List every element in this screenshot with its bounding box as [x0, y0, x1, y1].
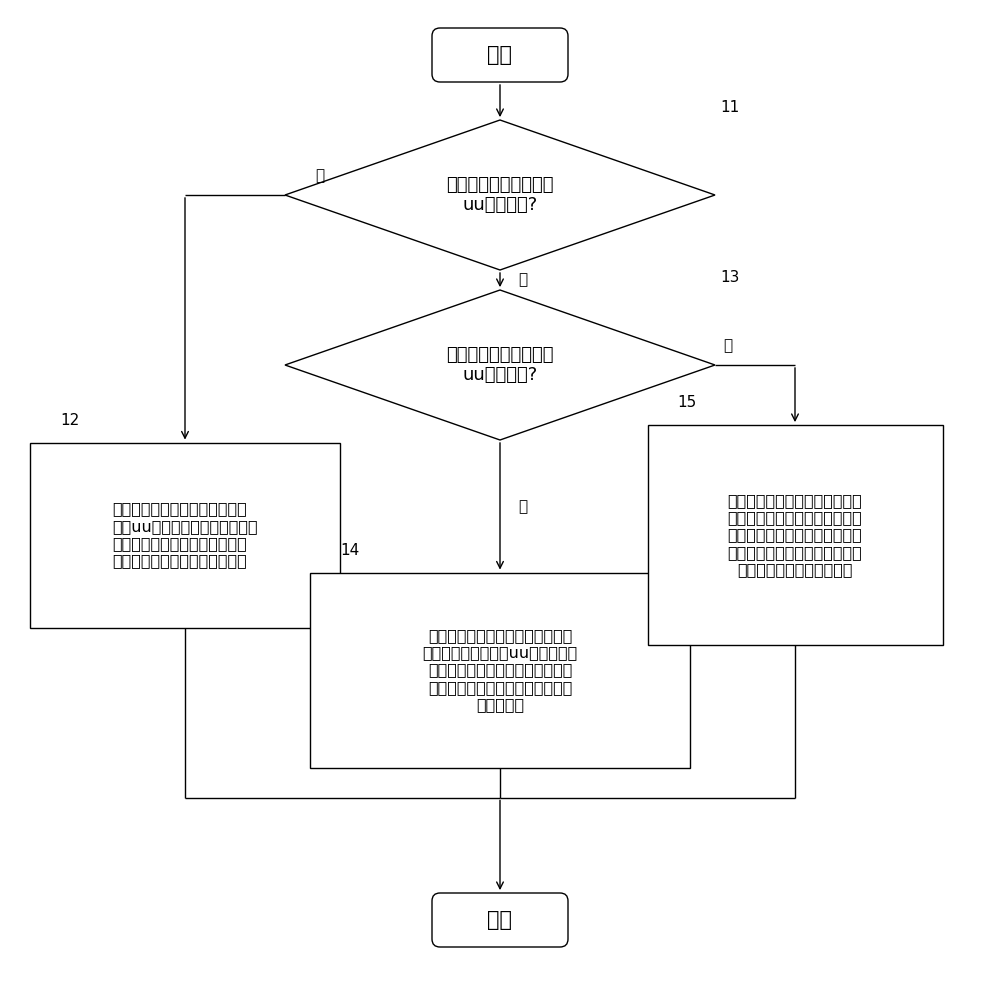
Polygon shape	[285, 120, 715, 270]
Text: 11: 11	[720, 100, 739, 115]
FancyBboxPatch shape	[310, 572, 690, 768]
Text: 所述第一终端基于所述基站通过
所述uu链路发送的传输参数配置
信息，在所述第一终端与第二终
端之间的边链路上进行数据传输: 所述第一终端基于所述基站通过 所述uu链路发送的传输参数配置 信息，在所述第一终…	[112, 501, 258, 568]
Text: 12: 12	[60, 413, 79, 428]
Text: 否: 否	[518, 272, 527, 287]
Text: 是: 是	[315, 168, 324, 183]
Text: 第一终端与基站之间有
uu链路连接?: 第一终端与基站之间有 uu链路连接?	[446, 175, 554, 214]
Text: 15: 15	[678, 395, 697, 410]
Text: 所述第一终端基于发射端发送的
传输参数配置信息，在所述第一
终端与第二终端之间的边链路上
进行数据传输，其中，所述发射
端为述第一终端或第二终端: 所述第一终端基于发射端发送的 传输参数配置信息，在所述第一 终端与第二终端之间的…	[728, 493, 862, 577]
Text: 所述第一终端基于所述基站通过与
所述第二终端之间的uu链路所发送
的传输参数配置信息，在所述第一
终端与第二终端之间的边链路上进
行数据传输: 所述第一终端基于所述基站通过与 所述第二终端之间的uu链路所发送 的传输参数配置…	[422, 628, 578, 712]
FancyBboxPatch shape	[432, 893, 568, 947]
Text: 14: 14	[340, 542, 359, 557]
FancyBboxPatch shape	[30, 443, 340, 627]
Text: 13: 13	[720, 270, 739, 285]
FancyBboxPatch shape	[432, 28, 568, 82]
Polygon shape	[285, 290, 715, 440]
FancyBboxPatch shape	[648, 425, 942, 645]
Text: 是: 是	[518, 498, 527, 513]
Text: 结束: 结束	[488, 910, 512, 930]
Text: 第二终端与基站之间有
uu链路连接?: 第二终端与基站之间有 uu链路连接?	[446, 346, 554, 385]
Text: 开始: 开始	[488, 45, 512, 65]
Text: 否: 否	[723, 338, 732, 353]
